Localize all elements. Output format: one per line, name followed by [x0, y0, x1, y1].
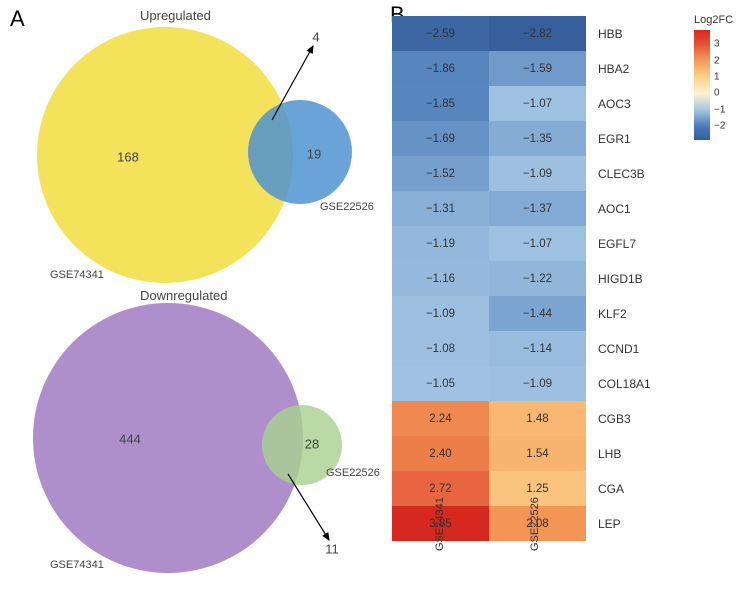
heatmap-table: −2.59−2.82HBB−1.86−1.59HBA2−1.85−1.07AOC…	[392, 16, 652, 541]
colorbar-tick: −2	[714, 121, 725, 132]
heatmap-row: −1.16−1.22HIGD1B	[392, 261, 652, 296]
venn-small-label: GSE22526	[320, 201, 374, 213]
colorbar-tick: 3	[714, 39, 720, 50]
heatmap-cell: −1.09	[489, 366, 586, 401]
heatmap-cell: −1.31	[392, 191, 489, 226]
venn-upregulated: Upregulated16819GSE74341GSE225264	[10, 10, 370, 300]
colorbar: Log2FC 3 2 1 0 −1 −2	[694, 14, 744, 140]
heatmap-cell: −1.37	[489, 191, 586, 226]
heatmap-cell: −1.19	[392, 226, 489, 261]
venn-big-circle	[33, 303, 303, 573]
venn-intersect-count: 11	[325, 541, 339, 556]
heatmap-cell: −1.16	[392, 261, 489, 296]
heatmap-row: −1.09−1.44KLF2	[392, 296, 652, 331]
heatmap-cell: −1.09	[392, 296, 489, 331]
colorbar-tick: 1	[714, 72, 720, 83]
venn-big-label: GSE74341	[50, 559, 104, 571]
venn-big-count: 444	[119, 431, 141, 446]
heatmap-row: −1.08−1.14CCND1	[392, 331, 652, 366]
heatmap-row: 2.401.54LHB	[392, 436, 652, 471]
heatmap-row: −1.69−1.35EGR1	[392, 121, 652, 156]
heatmap-cell: −1.07	[489, 86, 586, 121]
heatmap-cell: 2.24	[392, 401, 489, 436]
heatmap-row: −1.85−1.07AOC3	[392, 86, 652, 121]
heatmap-row-label: LEP	[586, 506, 652, 541]
venn-small-count: 19	[307, 146, 321, 161]
heatmap-cell: −1.59	[489, 51, 586, 86]
heatmap-row: −2.59−2.82HBB	[392, 16, 652, 51]
venn-big-count: 168	[117, 149, 139, 164]
heatmap-column-label: GSE74341	[434, 539, 446, 551]
colorbar-tick: 2	[714, 55, 720, 66]
heatmap-cell: −1.07	[489, 226, 586, 261]
heatmap-row-label: HBB	[586, 16, 652, 51]
heatmap-cell: −1.05	[392, 366, 489, 401]
heatmap-cell: 2.40	[392, 436, 489, 471]
heatmap-cell: −1.22	[489, 261, 586, 296]
panel-a: Upregulated16819GSE74341GSE225264Downreg…	[10, 10, 380, 570]
venn-big-label: GSE74341	[50, 269, 104, 281]
heatmap-row: 2.721.25CGA	[392, 471, 652, 506]
heatmap-cell: −1.09	[489, 156, 586, 191]
venn-small-count: 28	[305, 436, 319, 451]
heatmap-row: −1.19−1.07EGFL7	[392, 226, 652, 261]
heatmap-row-label: HBA2	[586, 51, 652, 86]
heatmap-row-label: KLF2	[586, 296, 652, 331]
heatmap-row: 2.241.48CGB3	[392, 401, 652, 436]
colorbar-tick: 0	[714, 88, 720, 99]
heatmap-row: −1.52−1.09CLEC3B	[392, 156, 652, 191]
heatmap-cell: −2.82	[489, 16, 586, 51]
heatmap-row: −1.05−1.09COL18A1	[392, 366, 652, 401]
heatmap-row-label: CGB3	[586, 401, 652, 436]
heatmap-row: −1.31−1.37AOC1	[392, 191, 652, 226]
heatmap-row-label: AOC1	[586, 191, 652, 226]
heatmap-column-label: GSE22526	[529, 539, 541, 551]
heatmap-row-label: AOC3	[586, 86, 652, 121]
heatmap-row-label: LHB	[586, 436, 652, 471]
heatmap-row-label: CCND1	[586, 331, 652, 366]
panel-b: −2.59−2.82HBB−1.86−1.59HBA2−1.85−1.07AOC…	[388, 8, 748, 568]
venn-downregulated: Downregulated44428GSE74341GSE2252611	[10, 290, 370, 590]
heatmap-row-label: HIGD1B	[586, 261, 652, 296]
heatmap-cell: −1.69	[392, 121, 489, 156]
heatmap-row: 3.852.08LEP	[392, 506, 652, 541]
heatmap-cell: −1.86	[392, 51, 489, 86]
colorbar-tick: −1	[714, 104, 725, 115]
heatmap-row-label: CGA	[586, 471, 652, 506]
heatmap-row-label: EGFL7	[586, 226, 652, 261]
venn-small-label: GSE22526	[326, 467, 380, 479]
heatmap-cell: −1.44	[489, 296, 586, 331]
heatmap-cell: −1.52	[392, 156, 489, 191]
heatmap-row-label: EGR1	[586, 121, 652, 156]
venn-small-circle	[248, 100, 352, 204]
venn-intersect-count: 4	[312, 29, 319, 44]
heatmap-row-label: CLEC3B	[586, 156, 652, 191]
heatmap-cell: −1.08	[392, 331, 489, 366]
heatmap-cell: −1.14	[489, 331, 586, 366]
heatmap-cell: 1.54	[489, 436, 586, 471]
heatmap-column-labels: GSE74341 GSE22526	[392, 539, 582, 551]
heatmap-cell: −1.35	[489, 121, 586, 156]
colorbar-title: Log2FC	[694, 14, 744, 26]
heatmap-cell: −2.59	[392, 16, 489, 51]
heatmap-row-label: COL18A1	[586, 366, 652, 401]
heatmap-cell: −1.85	[392, 86, 489, 121]
heatmap-cell: 1.48	[489, 401, 586, 436]
heatmap-row: −1.86−1.59HBA2	[392, 51, 652, 86]
